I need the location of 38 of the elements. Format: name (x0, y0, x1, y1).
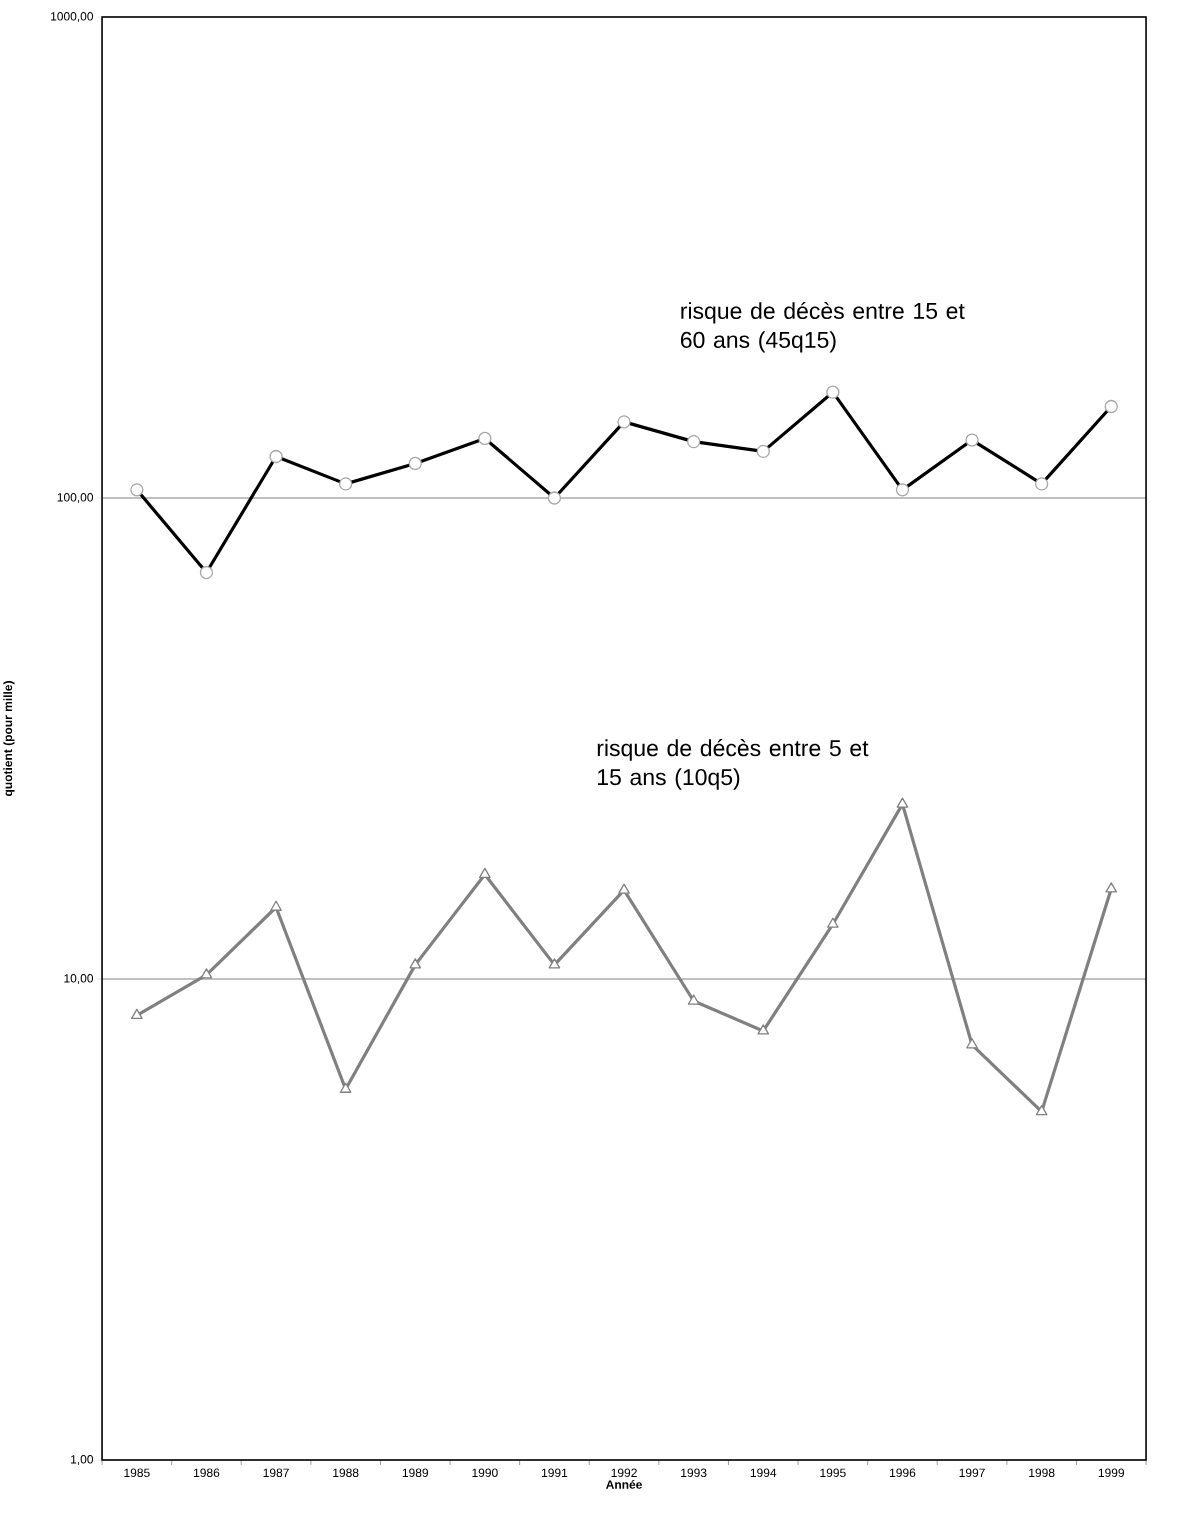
x-tick-label: 1998 (1029, 1468, 1055, 1478)
y-tick-label: 1000,00 (51, 12, 94, 22)
point (687, 994, 700, 1005)
point (479, 867, 491, 879)
x-tick-label: 1988 (333, 1468, 359, 1478)
y-axis-title: quotient (pour mille) (3, 681, 15, 797)
text: risque de décès entre 15 et 60 ans (45q15) (681, 301, 965, 353)
point (757, 1024, 770, 1035)
point (1035, 1104, 1048, 1116)
x-tick-label: 1991 (542, 1468, 568, 1478)
point (339, 1082, 352, 1093)
x-tick-label: 1996 (890, 1468, 916, 1478)
x-tick-label: 1987 (263, 1468, 289, 1478)
x-tick-label: 1994 (750, 1468, 777, 1478)
point (270, 900, 282, 911)
point (827, 917, 839, 928)
point (896, 797, 909, 808)
x-tick-label: 1986 (194, 1468, 220, 1478)
point (409, 958, 422, 969)
point (200, 968, 213, 979)
point (548, 958, 561, 969)
point (618, 883, 630, 894)
x-tick-label: 1990 (472, 1468, 498, 1478)
x-tick-label: 1989 (402, 1468, 429, 1478)
x-tick-label: 1993 (681, 1468, 707, 1478)
y-tick-label: 100,00 (57, 493, 94, 503)
point (131, 1008, 143, 1020)
x-tick-label: 1997 (959, 1468, 985, 1478)
x-tick-label: 1985 (124, 1468, 150, 1478)
series-label: risque de décès entre 5 et 15 ans (10q5) (597, 739, 869, 790)
x-axis-title: Année (606, 1479, 643, 1489)
y-tick-label: 1,00 (71, 1455, 94, 1465)
x-tick-label: 1992 (611, 1468, 637, 1478)
x-tick-label: 1995 (820, 1468, 846, 1478)
x-tick-label: 1999 (1098, 1468, 1125, 1478)
y-tick-label: 10,00 (64, 974, 94, 984)
point (966, 1038, 978, 1049)
point (1105, 882, 1118, 893)
